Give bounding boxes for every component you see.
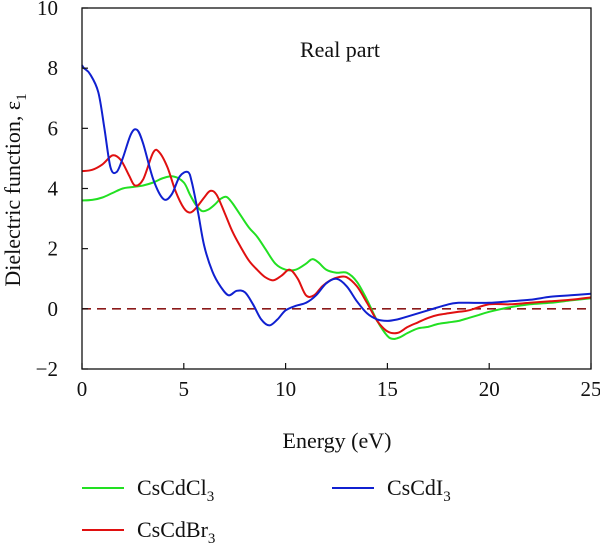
y-tick-label: 4 (48, 177, 59, 201)
series-line-cscdcl3 (81, 175, 592, 340)
y-axis-label: Dielectric function, ε1 (0, 93, 30, 286)
y-tick-label: 10 (37, 0, 58, 20)
series-line-cscdbr3 (81, 148, 592, 335)
annotation-real-part: Real part (300, 37, 380, 62)
x-tick-label: 15 (377, 377, 398, 401)
x-tick-label: 5 (179, 377, 190, 401)
y-tick-label: 8 (48, 56, 59, 80)
axes-layer: 0 5 10 15 20 25 −2 0 2 4 6 8 10 (36, 0, 600, 401)
legend-label: CsCdBr3 (137, 517, 215, 547)
x-tick-label: 20 (479, 377, 500, 401)
x-axis-label: Energy (eV) (283, 428, 392, 453)
x-tick-label: 0 (77, 377, 88, 401)
plot-frame (81, 7, 592, 370)
series-layer (81, 64, 592, 340)
series-line-cscdi3 (81, 64, 592, 327)
legend-label: CsCdI3 (387, 475, 451, 505)
y-tick-label: 0 (48, 297, 59, 321)
legend: CsCdCl3 CsCdI3 CsCdBr3 (82, 475, 451, 547)
legend-label: CsCdCl3 (137, 475, 214, 505)
y-tick-label: 2 (48, 237, 59, 261)
y-tick-label: −2 (36, 357, 58, 381)
y-tick-label: 6 (48, 116, 59, 140)
x-tick-label: 10 (275, 377, 296, 401)
x-tick-label: 25 (581, 377, 600, 401)
